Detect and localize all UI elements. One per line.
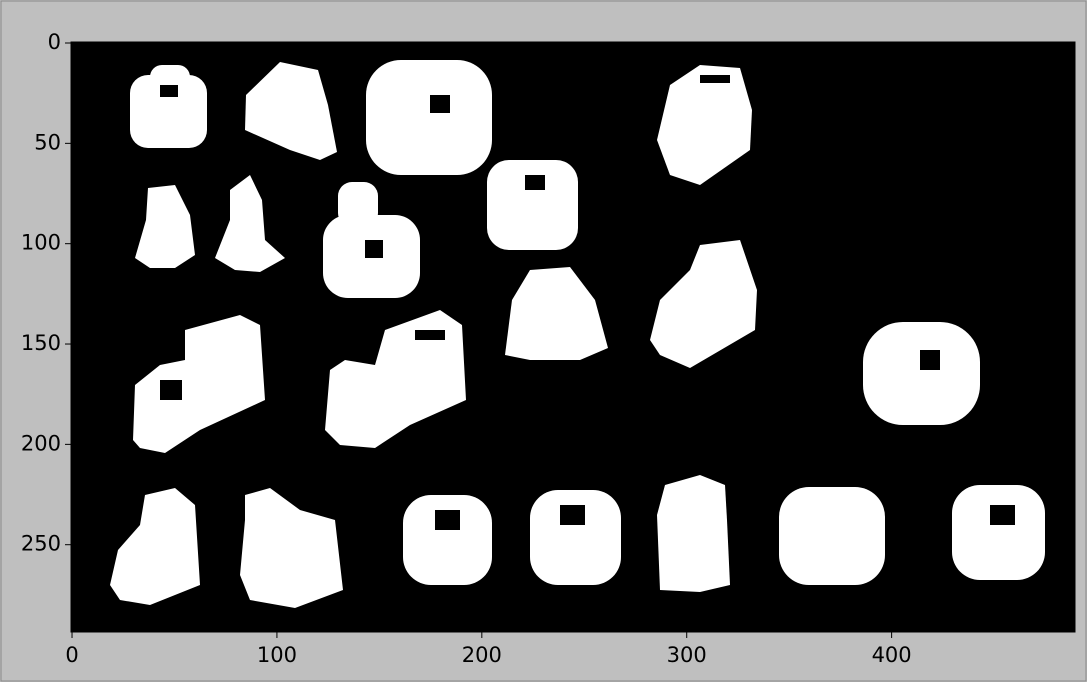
speck bbox=[160, 85, 178, 97]
x-tick-label: 100 bbox=[257, 643, 297, 667]
speck bbox=[920, 350, 940, 370]
blob bbox=[530, 490, 621, 585]
y-tick-label: 150 bbox=[21, 331, 61, 355]
speck bbox=[525, 175, 545, 190]
x-tick-label: 400 bbox=[872, 643, 912, 667]
x-tick-label: 300 bbox=[667, 643, 707, 667]
speck bbox=[430, 95, 450, 113]
speck bbox=[560, 505, 585, 525]
blob bbox=[338, 182, 378, 227]
blob bbox=[863, 322, 980, 425]
speck bbox=[700, 75, 730, 83]
page: 0100200300400050100150200250 (() => { co… bbox=[0, 0, 1087, 682]
y-tick-label: 50 bbox=[34, 130, 61, 154]
blob bbox=[403, 495, 492, 585]
speck bbox=[415, 330, 445, 340]
y-tick-label: 200 bbox=[21, 431, 61, 455]
blob bbox=[779, 487, 885, 585]
blob bbox=[657, 475, 730, 592]
chart: 0 100 200 300 400 0 50 100 150 200 250 bbox=[0, 0, 1087, 682]
x-tick-label: 200 bbox=[462, 643, 502, 667]
speck bbox=[990, 505, 1015, 525]
blob bbox=[366, 60, 492, 175]
blob bbox=[952, 485, 1045, 580]
x-tick-label: 0 bbox=[65, 643, 78, 667]
speck bbox=[435, 510, 460, 530]
blob bbox=[487, 160, 578, 250]
y-tick-label: 100 bbox=[21, 231, 61, 255]
y-tick-label: 250 bbox=[21, 532, 61, 556]
y-tick-label: 0 bbox=[48, 30, 61, 54]
speck bbox=[365, 240, 383, 258]
speck bbox=[160, 380, 182, 400]
